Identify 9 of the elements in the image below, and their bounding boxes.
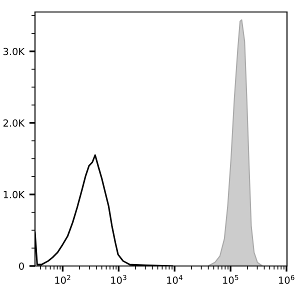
y-tick-label: 2.0K	[3, 119, 25, 127]
x-tick-label: 10$^{6}$	[279, 274, 294, 284]
x-tick-label: 10$^{5}$	[223, 275, 238, 284]
y-tick-label: 0	[19, 262, 24, 270]
x-tick-label: 10$^{2}$	[55, 274, 70, 284]
x-tick-label: 10$^{4}$	[167, 275, 182, 284]
x-tick-label: 10$^{3}$	[111, 274, 126, 284]
y-tick-label: 1.0K	[4, 190, 25, 198]
y-tick-label: 3.0K	[3, 48, 25, 56]
